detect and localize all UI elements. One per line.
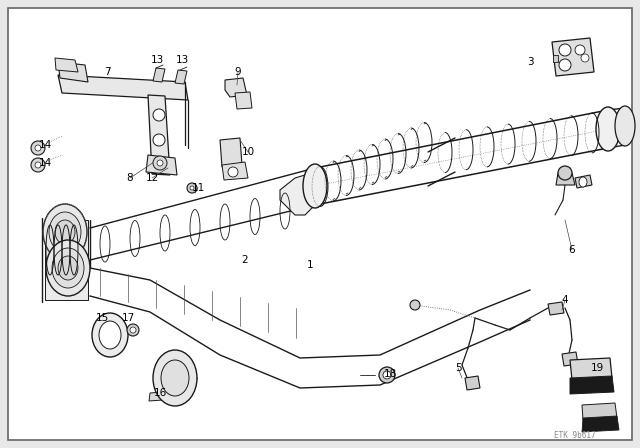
Ellipse shape — [559, 59, 571, 71]
Ellipse shape — [596, 107, 620, 151]
Polygon shape — [175, 70, 187, 84]
Ellipse shape — [379, 367, 395, 383]
Text: 4: 4 — [562, 295, 568, 305]
Text: 19: 19 — [590, 363, 604, 373]
Ellipse shape — [575, 45, 585, 55]
Ellipse shape — [615, 106, 635, 146]
Polygon shape — [582, 403, 617, 420]
Text: 13: 13 — [175, 55, 189, 65]
Ellipse shape — [31, 141, 45, 155]
Polygon shape — [552, 38, 594, 76]
Ellipse shape — [190, 186, 194, 190]
Ellipse shape — [153, 134, 165, 146]
Polygon shape — [146, 155, 177, 175]
Ellipse shape — [559, 44, 571, 56]
Text: 5: 5 — [454, 363, 461, 373]
Polygon shape — [570, 358, 612, 380]
Polygon shape — [553, 55, 558, 62]
Ellipse shape — [303, 164, 327, 208]
Text: 14: 14 — [38, 158, 52, 168]
Ellipse shape — [581, 54, 589, 62]
Ellipse shape — [46, 240, 90, 296]
Ellipse shape — [383, 371, 391, 379]
Polygon shape — [58, 62, 88, 82]
Ellipse shape — [92, 313, 128, 357]
Polygon shape — [235, 92, 252, 109]
Text: 16: 16 — [154, 388, 166, 398]
Text: 10: 10 — [241, 147, 255, 157]
Polygon shape — [153, 68, 165, 82]
Ellipse shape — [55, 220, 75, 244]
Polygon shape — [570, 376, 614, 394]
Ellipse shape — [35, 162, 41, 168]
Polygon shape — [225, 78, 247, 97]
Polygon shape — [45, 220, 88, 300]
Polygon shape — [465, 376, 480, 390]
Polygon shape — [562, 352, 578, 366]
Text: 14: 14 — [38, 140, 52, 150]
Ellipse shape — [31, 158, 45, 172]
Polygon shape — [582, 416, 619, 432]
Ellipse shape — [579, 177, 587, 187]
Ellipse shape — [153, 109, 165, 121]
Polygon shape — [149, 392, 163, 401]
Text: 15: 15 — [95, 313, 109, 323]
Text: 6: 6 — [569, 245, 575, 255]
Ellipse shape — [43, 204, 87, 260]
Ellipse shape — [35, 145, 41, 151]
Text: ETK 9b617: ETK 9b617 — [554, 431, 596, 439]
Text: 7: 7 — [104, 67, 110, 77]
Polygon shape — [58, 75, 188, 100]
Polygon shape — [220, 138, 242, 167]
Polygon shape — [55, 58, 78, 72]
Text: 12: 12 — [145, 173, 159, 183]
Text: 11: 11 — [191, 183, 205, 193]
Polygon shape — [280, 168, 315, 215]
Text: 18: 18 — [383, 369, 397, 379]
Text: 3: 3 — [527, 57, 533, 67]
Text: 13: 13 — [150, 55, 164, 65]
Text: 17: 17 — [122, 313, 134, 323]
Ellipse shape — [558, 166, 572, 180]
Ellipse shape — [157, 160, 163, 166]
Ellipse shape — [130, 327, 136, 333]
Ellipse shape — [153, 156, 167, 170]
Ellipse shape — [99, 321, 121, 349]
Ellipse shape — [187, 183, 197, 193]
Polygon shape — [222, 162, 248, 180]
Ellipse shape — [58, 256, 78, 280]
Ellipse shape — [127, 324, 139, 336]
Text: 2: 2 — [242, 255, 248, 265]
Text: 8: 8 — [127, 173, 133, 183]
Ellipse shape — [52, 248, 84, 288]
Polygon shape — [548, 302, 564, 315]
Text: 1: 1 — [307, 260, 314, 270]
Ellipse shape — [49, 212, 81, 252]
Ellipse shape — [161, 360, 189, 396]
Polygon shape — [575, 175, 592, 188]
Ellipse shape — [153, 350, 197, 406]
Polygon shape — [556, 173, 575, 185]
Ellipse shape — [410, 300, 420, 310]
Text: 9: 9 — [235, 67, 241, 77]
Polygon shape — [148, 95, 170, 175]
Ellipse shape — [228, 167, 238, 177]
